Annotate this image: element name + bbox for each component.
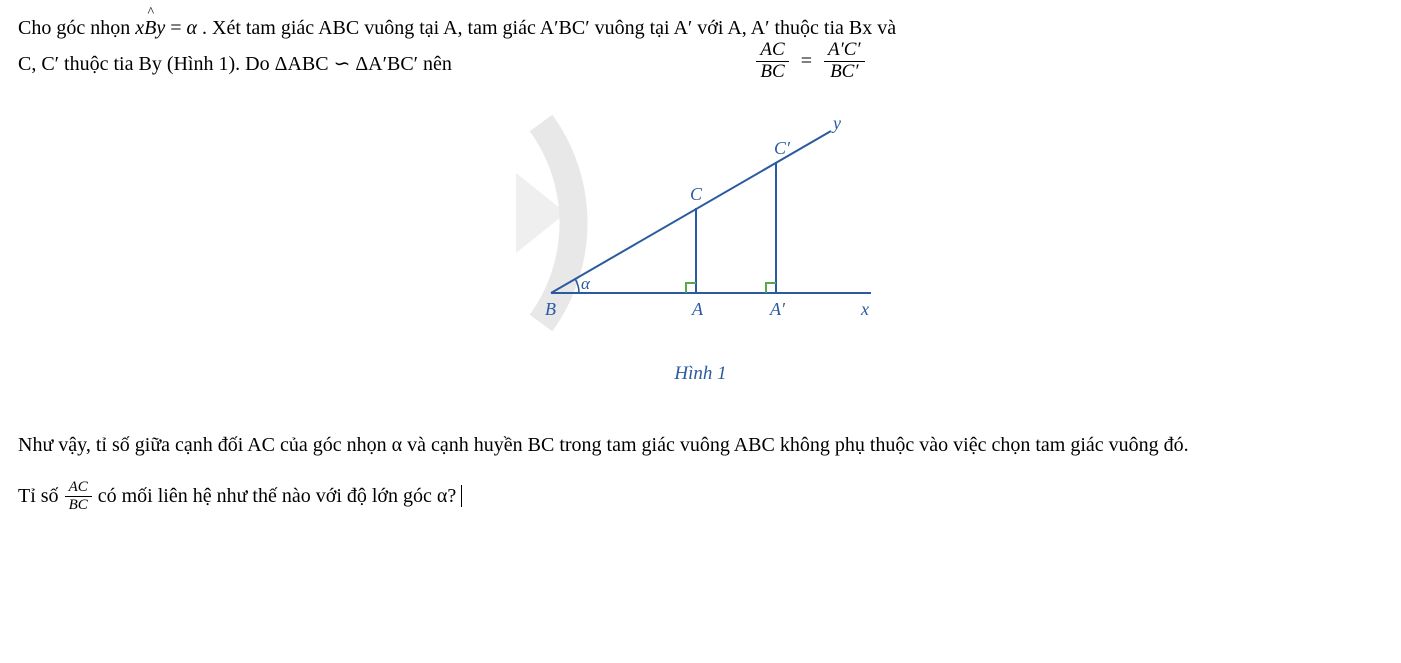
text: có mối liên hệ như thế nào với độ lớn gó… xyxy=(98,480,457,512)
fraction-apcp-bcp: A′C′ BC′ xyxy=(824,40,865,83)
alpha: α xyxy=(187,17,198,39)
denominator: BC xyxy=(65,497,92,514)
text: Cho góc nhọn xyxy=(18,17,135,39)
svg-text:A′: A′ xyxy=(769,299,786,319)
figure-svg-box: B A A′ x C C′ y α xyxy=(511,93,891,353)
svg-text:A: A xyxy=(691,299,704,319)
text: . Xét tam giác ABC vuông tại A, tam giác… xyxy=(202,17,896,39)
numerator: A′C′ xyxy=(824,40,865,62)
paragraph-4: Tỉ số AC BC có mối liên hệ như thế nào v… xyxy=(18,479,1383,513)
numerator: AC xyxy=(65,479,92,497)
svg-text:x: x xyxy=(860,299,869,319)
geometry-svg: B A A′ x C C′ y α xyxy=(511,93,891,353)
svg-text:y: y xyxy=(831,113,841,133)
x: x xyxy=(135,17,144,39)
denominator: BC xyxy=(756,62,788,83)
svg-text:α: α xyxy=(581,274,591,293)
paragraph-3: Như vậy, tỉ số giữa cạnh đối AC của góc … xyxy=(18,429,1383,461)
numerator: AC xyxy=(756,40,788,62)
text: Tỉ số xyxy=(18,480,59,512)
y: y xyxy=(156,17,165,39)
svg-text:C′: C′ xyxy=(774,138,791,158)
angle-xBy: ^ xBy xyxy=(135,12,165,44)
denominator: BC′ xyxy=(824,62,865,83)
fraction-ac-bc-small: AC BC xyxy=(65,479,92,513)
svg-text:C: C xyxy=(690,184,703,204)
hat-symbol: ^ xyxy=(147,6,153,20)
text: C, C′ thuộc tia By (Hình 1). Do ΔABC ∽ Δ… xyxy=(18,48,452,80)
text: = xyxy=(170,17,186,39)
equals: = xyxy=(801,45,812,77)
B: B xyxy=(144,17,156,39)
fraction-ac-bc: AC BC xyxy=(756,40,788,83)
text-cursor xyxy=(461,485,462,507)
figure-container: B A A′ x C C′ y α Hình 1 xyxy=(18,93,1383,389)
figure: B A A′ x C C′ y α Hình 1 xyxy=(511,93,891,389)
svg-text:B: B xyxy=(545,299,556,319)
figure-caption: Hình 1 xyxy=(511,359,891,389)
text: Như vậy, tỉ số giữa cạnh đối AC của góc … xyxy=(18,434,1189,456)
